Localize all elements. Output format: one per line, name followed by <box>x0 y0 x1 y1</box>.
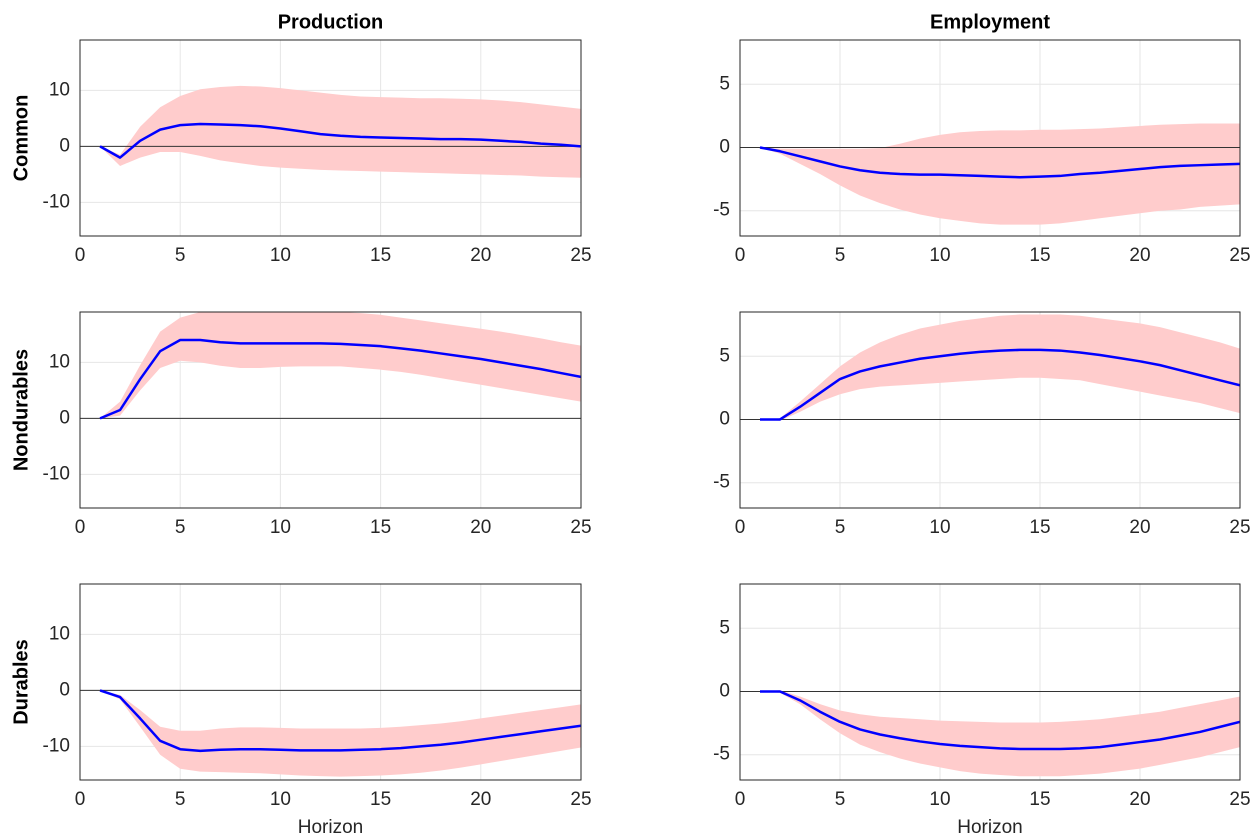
y-axis-label: Durables <box>10 639 32 725</box>
x-tick-label: 5 <box>835 517 846 538</box>
y-tick-label: 5 <box>719 345 730 366</box>
y-tick-label: 0 <box>719 408 730 429</box>
x-tick-label: 20 <box>1129 245 1150 266</box>
plot-area <box>80 312 581 508</box>
x-tick-label: 0 <box>735 789 746 810</box>
x-tick-label: 0 <box>75 517 86 538</box>
x-tick-label: 10 <box>270 789 291 810</box>
y-tick-label: -5 <box>713 744 730 765</box>
x-tick-label: 20 <box>470 517 491 538</box>
y-tick-label: 0 <box>59 135 70 156</box>
x-tick-label: 0 <box>735 245 746 266</box>
x-tick-label: 5 <box>835 789 846 810</box>
plot-area <box>740 584 1240 780</box>
x-axis-label: Horizon <box>957 817 1022 838</box>
x-tick-label: 20 <box>470 245 491 266</box>
y-tick-label: 10 <box>49 79 70 100</box>
x-tick-label: 25 <box>1229 517 1250 538</box>
y-tick-label: 0 <box>719 680 730 701</box>
irf-line <box>760 348 1240 421</box>
confidence-band <box>760 123 1240 225</box>
x-tick-label: 15 <box>1029 517 1050 538</box>
x-tick-label: 5 <box>175 245 186 266</box>
x-tick-label: 5 <box>175 517 186 538</box>
plot-area <box>740 40 1240 236</box>
y-tick-label: -5 <box>713 472 730 493</box>
x-tick-label: 10 <box>929 517 950 538</box>
y-tick-label: 0 <box>719 136 730 157</box>
y-tick-label: -10 <box>43 735 70 756</box>
axes-box <box>739 311 1241 509</box>
y-tick-label: 5 <box>719 73 730 94</box>
axes-box <box>739 583 1241 781</box>
panel-title: Production <box>278 11 384 33</box>
x-tick-label: 20 <box>1129 789 1150 810</box>
x-tick-label: 15 <box>1029 789 1050 810</box>
x-tick-label: 0 <box>735 517 746 538</box>
plot-area <box>80 40 581 236</box>
confidence-band <box>100 85 581 178</box>
irf-line <box>99 689 581 753</box>
x-tick-label: 15 <box>370 517 391 538</box>
x-tick-label: 25 <box>1229 789 1250 810</box>
x-tick-label: 10 <box>929 789 950 810</box>
irf-line <box>99 122 581 159</box>
irf-line <box>759 146 1240 179</box>
x-tick-label: 25 <box>570 517 591 538</box>
confidence-band <box>100 690 581 777</box>
confidence-band <box>760 314 1240 421</box>
confidence-band <box>100 312 581 419</box>
axes-box <box>79 583 582 781</box>
irf-line <box>760 690 1240 751</box>
x-tick-label: 20 <box>470 789 491 810</box>
y-axis-label: Nondurables <box>10 349 32 471</box>
plot-area <box>740 312 1240 508</box>
y-tick-label: 0 <box>59 407 70 428</box>
confidence-band <box>760 690 1240 777</box>
irf-line <box>99 338 581 420</box>
y-tick-label: 10 <box>49 351 70 372</box>
x-tick-label: 20 <box>1129 517 1150 538</box>
x-tick-label: 15 <box>1029 245 1050 266</box>
y-tick-label: 0 <box>59 679 70 700</box>
x-tick-label: 10 <box>270 245 291 266</box>
y-tick-label: -10 <box>43 191 70 212</box>
x-tick-label: 15 <box>370 789 391 810</box>
x-tick-label: 10 <box>270 517 291 538</box>
x-axis-label: Horizon <box>298 817 363 838</box>
y-tick-label: 5 <box>719 617 730 638</box>
x-tick-label: 25 <box>570 245 591 266</box>
x-tick-label: 25 <box>570 789 591 810</box>
panel-title: Employment <box>930 11 1050 33</box>
x-tick-label: 5 <box>175 789 186 810</box>
plot-area <box>80 584 581 780</box>
axes-box <box>739 39 1241 237</box>
y-tick-label: 10 <box>49 623 70 644</box>
x-tick-label: 15 <box>370 245 391 266</box>
y-axis-label: Common <box>10 95 32 182</box>
x-tick-label: 0 <box>75 245 86 266</box>
x-tick-label: 10 <box>929 245 950 266</box>
x-tick-label: 5 <box>835 245 846 266</box>
y-tick-label: -5 <box>713 200 730 221</box>
x-tick-label: 0 <box>75 789 86 810</box>
axes-box <box>79 39 582 237</box>
axes-box <box>79 311 582 509</box>
y-tick-label: -10 <box>43 463 70 484</box>
x-tick-label: 25 <box>1229 245 1250 266</box>
